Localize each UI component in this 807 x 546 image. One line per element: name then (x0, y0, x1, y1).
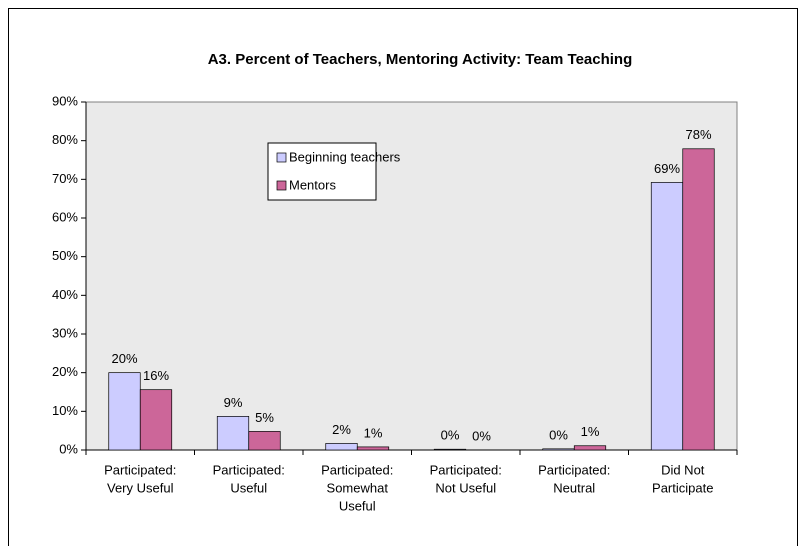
value-label: 1% (581, 424, 600, 439)
bar (216, 416, 250, 451)
value-label: 9% (224, 395, 243, 410)
y-tick-label: 90% (52, 93, 78, 108)
y-tick-label: 10% (52, 403, 78, 418)
x-tick-label: Participated: (321, 462, 393, 477)
x-tick-label: Participate (652, 480, 713, 495)
value-label: 5% (255, 410, 274, 425)
bar (248, 431, 281, 451)
y-tick-label: 30% (52, 325, 78, 340)
x-tick-label: Participated: (538, 462, 610, 477)
value-label: 69% (654, 161, 680, 176)
value-label: 20% (111, 351, 137, 366)
y-tick-label: 0% (59, 441, 78, 456)
bar (650, 182, 684, 451)
bar (433, 448, 467, 451)
value-label: 78% (685, 127, 711, 142)
legend-label: Beginning teachers (289, 149, 401, 164)
bar (108, 372, 141, 451)
legend-label: Mentors (289, 177, 336, 192)
legend-swatch (276, 152, 287, 163)
y-tick-label: 60% (52, 209, 78, 224)
x-tick-label: Neutral (553, 480, 595, 495)
value-label: 0% (549, 427, 568, 442)
legend-box (267, 142, 377, 201)
x-tick-label: Very Useful (107, 480, 174, 495)
bar (542, 448, 575, 451)
x-tick-label: Useful (339, 498, 376, 513)
value-label: 2% (332, 422, 351, 437)
x-tick-label: Not Useful (435, 480, 496, 495)
bar (573, 445, 607, 451)
value-label: 0% (441, 428, 460, 443)
x-tick-label: Participated: (104, 462, 176, 477)
bar (139, 389, 173, 451)
y-tick-label: 80% (52, 132, 78, 147)
legend-swatch (276, 180, 287, 191)
plot-area (85, 101, 738, 451)
bar (356, 446, 390, 451)
x-tick-label: Participated: (430, 462, 502, 477)
value-label: 16% (143, 368, 169, 383)
bar (325, 443, 358, 451)
value-label: 1% (364, 425, 383, 440)
chart-title: A3. Percent of Teachers, Mentoring Activ… (208, 51, 633, 68)
x-tick-label: Useful (230, 480, 267, 495)
value-label: 0% (472, 428, 491, 443)
x-tick-label: Did Not (661, 462, 705, 477)
x-tick-label: Participated: (213, 462, 285, 477)
bar (682, 148, 715, 451)
x-tick-label: Somewhat (327, 480, 389, 495)
y-tick-label: 50% (52, 248, 78, 263)
y-tick-label: 20% (52, 364, 78, 379)
y-tick-label: 70% (52, 171, 78, 186)
y-tick-label: 40% (52, 287, 78, 302)
